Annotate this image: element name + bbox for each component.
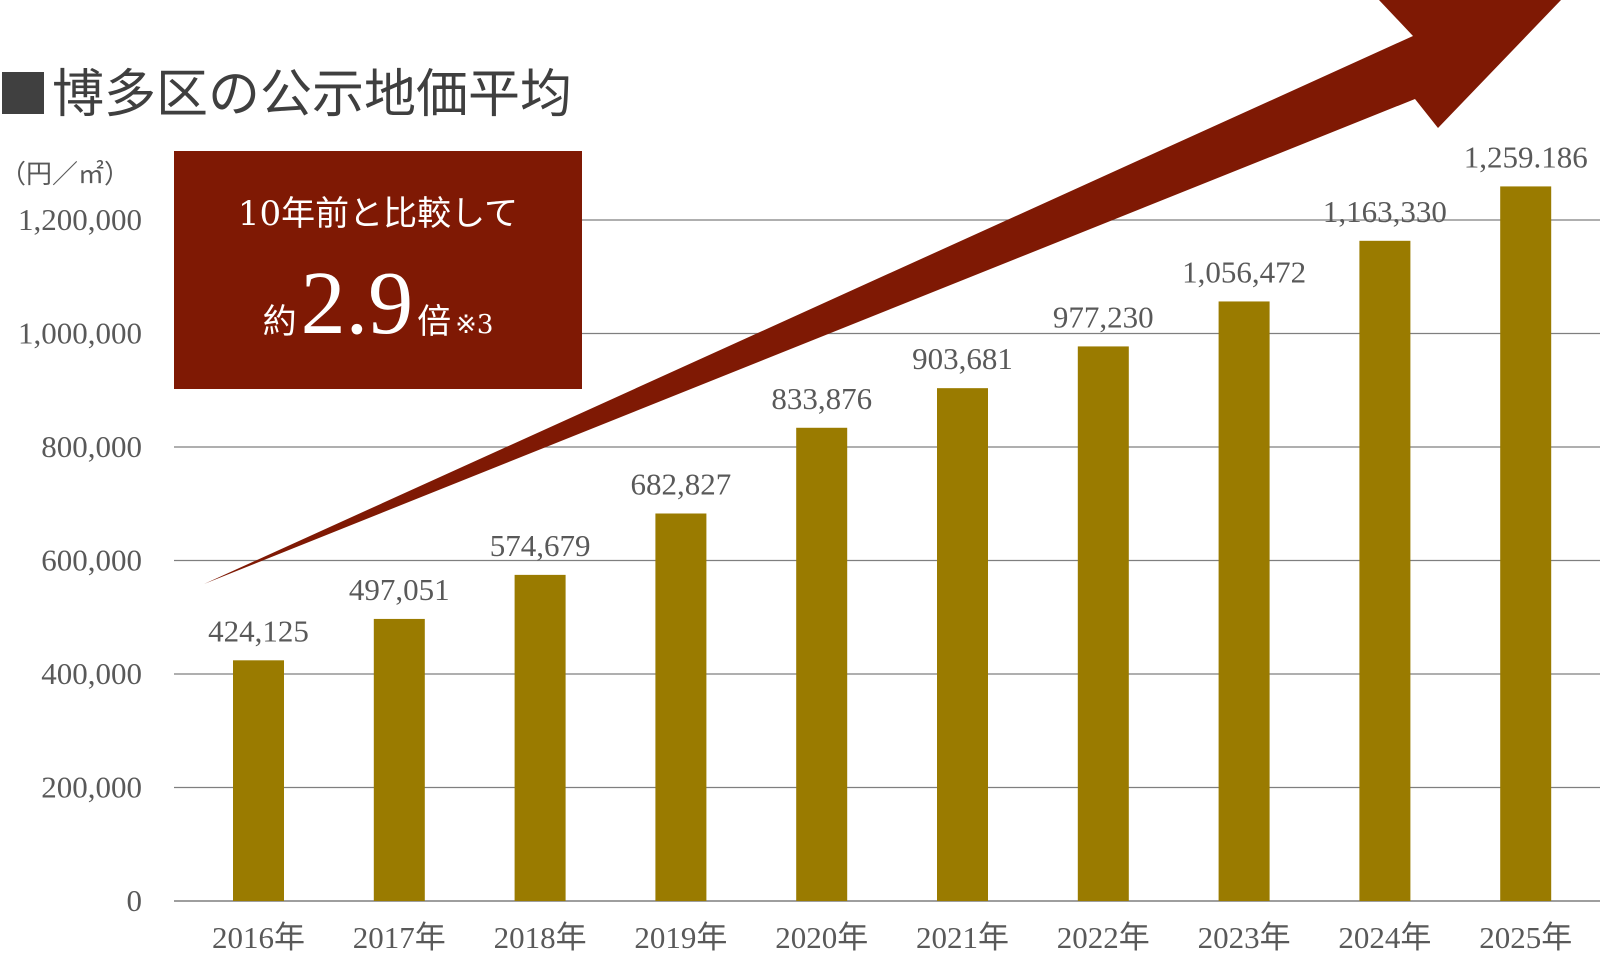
bar [373,618,425,901]
bar-data-label: 682,827 [631,466,732,501]
x-tick-label: 2021年 [916,920,1009,954]
bar-data-label: 424,125 [208,613,309,648]
bar-data-label: 574,679 [490,528,591,563]
chart-title-text: 博多区の公示地価平均 [52,65,572,125]
x-tick-label: 2025年 [1479,920,1572,954]
callout-prefix: 約 [263,302,297,342]
x-tick-label: 2019年 [634,920,727,954]
y-tick-label: 800,000 [41,429,142,464]
bar [1500,186,1552,902]
callout-multiplier-value: 2.9 [301,254,414,353]
bar-data-label: 833,876 [771,381,872,416]
bar [514,574,566,901]
bar [655,513,707,901]
bar-data-label: 1,163,330 [1323,194,1447,229]
growth-trend-arrow [204,0,1561,584]
bar-data-label: 1,259.186 [1464,139,1588,174]
y-tick-label: 400,000 [41,656,142,691]
bar-data-label: 497,051 [349,572,450,607]
y-tick-label: 1,200,000 [18,202,142,237]
x-tick-label: 2016年 [212,920,305,954]
bar [937,388,988,902]
bar [796,427,848,901]
bar-data-labels: 424,125 497,051 574,679 682,827 833,876 903,6… [208,139,1588,648]
y-tick-label: 600,000 [41,543,142,578]
chart-title: 博多区の公示地価平均 [2,65,572,125]
bar [1359,240,1411,901]
bar-data-label: 903,681 [912,341,1013,376]
y-axis-unit-label: （円／㎡） [0,160,130,190]
callout-multiplier-line: 約 2.9 倍 ※3 [263,254,494,353]
y-tick-label: 0 [127,883,143,918]
callout-suffix: 倍 [417,302,451,342]
bar [233,660,284,901]
title-square-marker [2,72,44,114]
callout-footnote-ref: ※3 [455,310,493,340]
bars [233,186,1552,902]
y-tick-label: 200,000 [41,770,142,805]
x-tick-label: 2020年 [775,920,868,954]
x-tick-label: 2023年 [1198,920,1291,954]
x-tick-label: 2018年 [494,920,587,954]
bar-data-label: 977,230 [1053,299,1154,334]
x-tick-label: 2022年 [1057,920,1150,954]
y-axis-tick-labels: 0 200,000 400,000 600,000 800,000 1,000,000 1,… [18,202,142,918]
callout-background [174,151,582,389]
callout-comparison-text: 10年前と比較して [238,194,518,234]
bar [1218,301,1270,901]
bar [1077,346,1129,901]
x-axis-tick-labels: 2016年 2017年 2018年 2019年 2020年 2021年 2022年 2023年… [212,920,1572,954]
y-tick-label: 1,000,000 [18,316,142,351]
x-tick-label: 2024年 [1338,920,1431,954]
comparison-callout: 10年前と比較して 約 2.9 倍 ※3 [174,151,582,389]
bar-data-label: 1,056,472 [1182,254,1306,289]
x-tick-label: 2017年 [353,920,446,954]
